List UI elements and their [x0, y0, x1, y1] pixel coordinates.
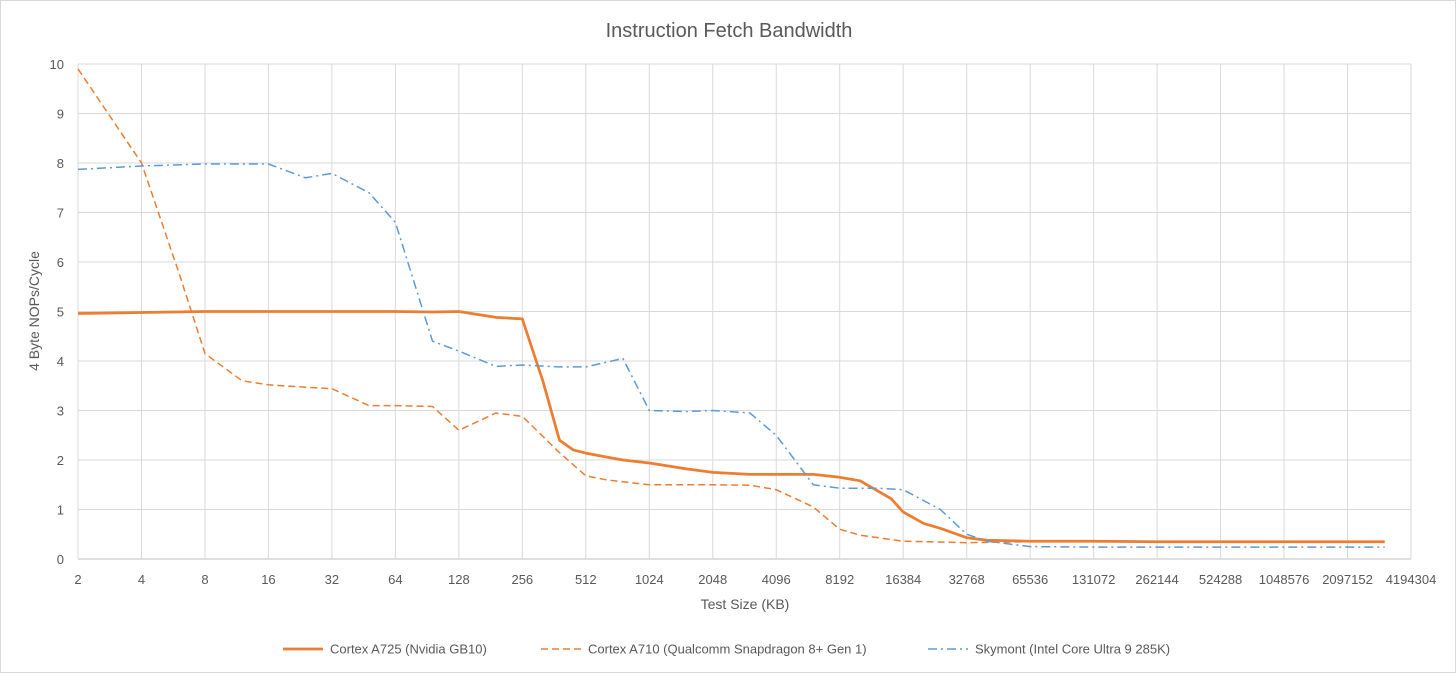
x-tick-label: 64: [388, 572, 402, 587]
legend: Cortex A725 (Nvidia GB10) Cortex A710 (Qu…: [283, 642, 1170, 657]
y-tick-label: 0: [57, 552, 64, 567]
y-tick-label: 6: [57, 255, 64, 270]
x-tick-label: 262144: [1135, 572, 1178, 587]
y-axis-title: 4 Byte NOPs/Cycle: [26, 251, 42, 371]
y-tick-label: 1: [57, 503, 64, 518]
x-tick-label: 2048: [698, 572, 727, 587]
y-tick-label: 10: [50, 57, 64, 72]
x-tick-label: 4: [138, 572, 145, 587]
x-tick-label: 32768: [949, 572, 985, 587]
series-line-1: [77, 310, 1385, 544]
series-line-2: [77, 68, 1385, 544]
x-tick-label: 8192: [825, 572, 854, 587]
x-tick-label: 131072: [1072, 572, 1115, 587]
legend-label-3: Skymont (Intel Core Ultra 9 285K): [975, 642, 1170, 657]
x-tick-label: 16: [261, 572, 275, 587]
legend-label-1: Cortex A725 (Nvidia GB10): [330, 642, 487, 657]
x-tick-label: 8: [201, 572, 208, 587]
x-axis-ticks: 2 4 8 16 32 64 128 256 512 1024 2048 4096 8192 16384 3…: [74, 572, 1436, 587]
x-tick-label: 4096: [762, 572, 791, 587]
y-tick-label: 3: [57, 404, 64, 419]
y-tick-label: 8: [57, 156, 64, 171]
y-tick-label: 7: [57, 206, 64, 221]
x-tick-label: 1024: [635, 572, 664, 587]
chart-title: Instruction Fetch Bandwidth: [606, 20, 853, 42]
series-line-3: [77, 163, 1385, 548]
x-tick-label: 32: [325, 572, 339, 587]
legend-label-2: Cortex A710 (Qualcomm Snapdragon 8+ Gen …: [588, 642, 867, 657]
x-tick-label: 2: [74, 572, 81, 587]
x-tick-label: 524288: [1199, 572, 1242, 587]
x-tick-label: 512: [575, 572, 597, 587]
series-lines: [77, 68, 1385, 548]
y-tick-label: 2: [57, 453, 64, 468]
x-tick-label: 2097152: [1322, 572, 1373, 587]
y-tick-label: 4: [57, 354, 64, 369]
x-tick-label: 65536: [1012, 572, 1048, 587]
x-tick-label: 256: [511, 572, 533, 587]
x-axis-title: Test Size (KB): [701, 596, 790, 612]
x-tick-label: 128: [448, 572, 470, 587]
x-tick-label: 16384: [885, 572, 921, 587]
y-axis-ticks: 0 1 2 3 4 5 6 7 8 9 10: [50, 57, 64, 567]
y-tick-label: 9: [57, 107, 64, 122]
x-tick-label: 4194304: [1386, 572, 1437, 587]
y-tick-label: 5: [57, 305, 64, 320]
x-tick-label: 1048576: [1259, 572, 1310, 587]
